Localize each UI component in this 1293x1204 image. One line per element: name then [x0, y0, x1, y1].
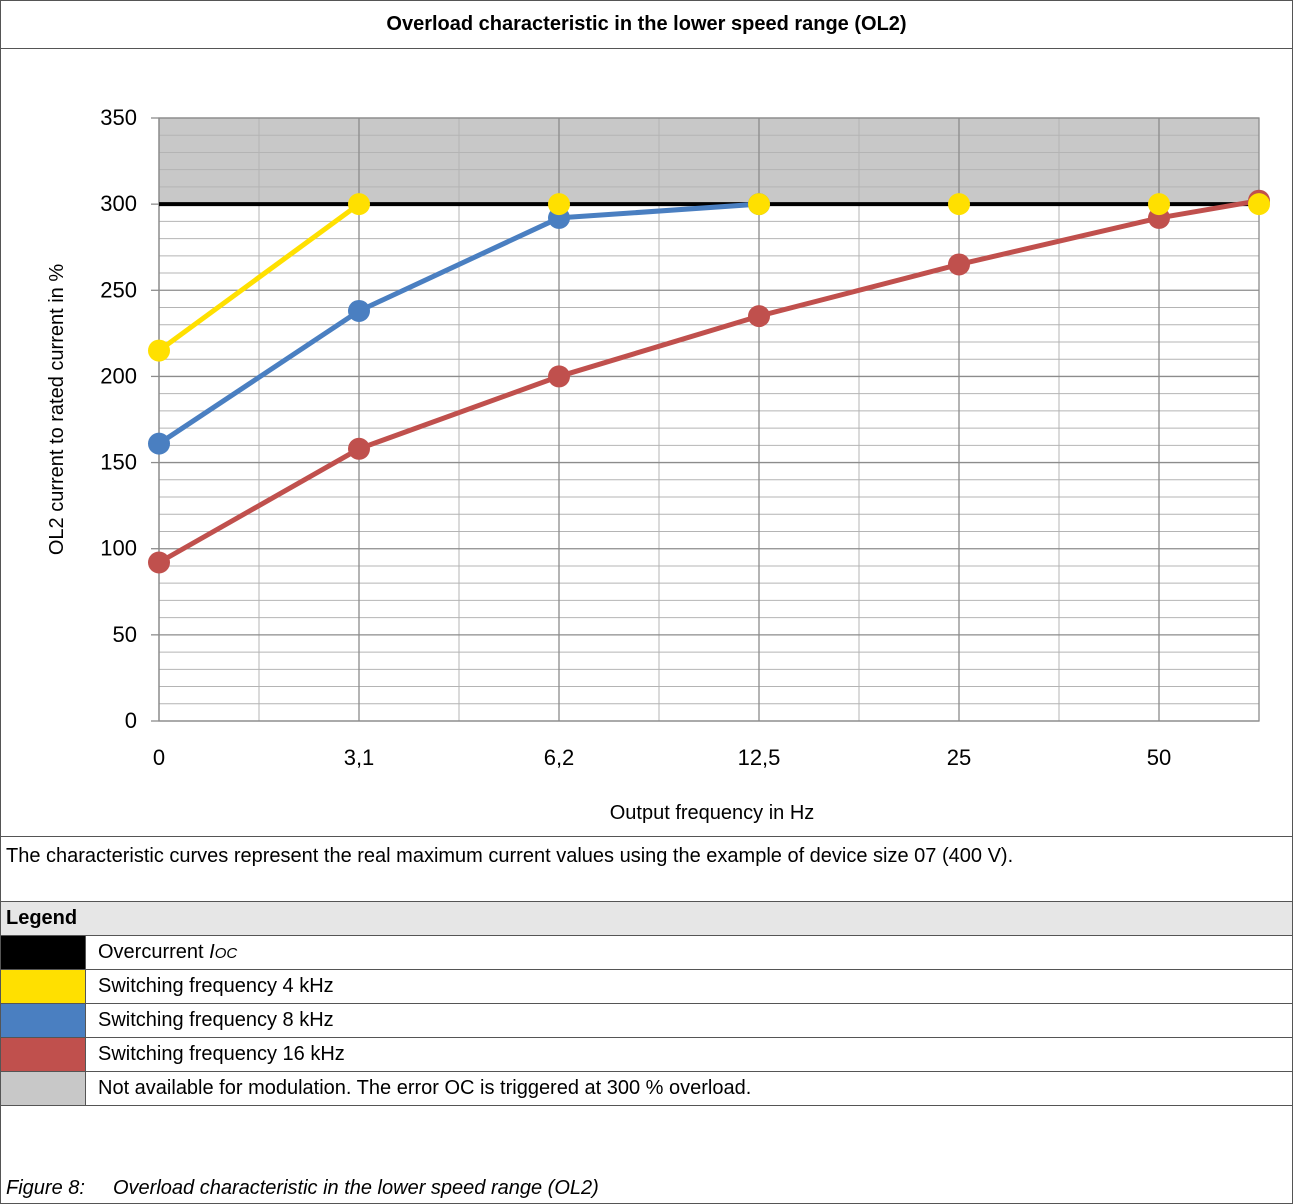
series-8khz-point	[348, 299, 370, 322]
x-tick-label: 0	[153, 745, 165, 770]
legend-heading: Legend	[1, 902, 1292, 936]
series-8khz-point	[148, 432, 170, 455]
plot-border	[158, 117, 1260, 722]
series-4khz-point	[1148, 193, 1170, 216]
overload-chart: 0 50 100 150 200 250 300 350 0 3,1 6,2 12,5 25 50 Outp…	[46, 105, 1270, 824]
x-tick-label: 25	[947, 745, 971, 770]
series-16khz-point	[948, 253, 970, 276]
figure-caption-text: Overload characteristic in the lower spe…	[113, 1177, 599, 1199]
series-4khz-point	[348, 193, 370, 216]
y-tick-label: 100	[100, 536, 137, 561]
x-tick-label: 6,2	[544, 745, 575, 770]
legend-row-not-available: Not available for modulation. The error …	[1, 1072, 1292, 1106]
legend-label-overcurrent-symbol: IOC	[209, 941, 238, 963]
figure-caption: Figure 8: Overload characteristic in the …	[6, 1173, 599, 1203]
figure-number: Figure 8:	[6, 1177, 85, 1199]
x-tick-label: 50	[1147, 745, 1171, 770]
x-tick-label: 3,1	[344, 745, 375, 770]
legend-row-8khz: Switching frequency 8 kHz	[1, 1004, 1292, 1038]
legend-label-not-available: Not available for modulation. The error …	[98, 1077, 752, 1099]
legend-swatch-8khz	[1, 1004, 86, 1037]
series-4khz-line	[157, 202, 361, 353]
y-tick-label: 250	[100, 277, 137, 302]
note-row: The characteristic curves represent the …	[1, 837, 1292, 902]
chart-area: 0 50 100 150 200 250 300 350 0 3,1 6,2 12,5 25 50 Outp…	[1, 49, 1292, 837]
y-tick-label: 200	[100, 363, 137, 388]
y-tick-label: 150	[100, 450, 137, 475]
legend-heading-text: Legend	[6, 907, 78, 929]
not-available-region	[159, 118, 1259, 205]
legend-swatch-16khz	[1, 1038, 86, 1071]
legend-swatch-4khz	[1, 970, 86, 1003]
y-tick-label: 0	[125, 708, 137, 733]
series-4khz-point	[548, 193, 570, 216]
legend-label-16khz: Switching frequency 16 kHz	[98, 1043, 345, 1065]
legend-label-4khz: Switching frequency 4 kHz	[98, 975, 334, 997]
series-16khz-point	[748, 305, 770, 328]
y-tick-label: 350	[100, 105, 137, 130]
y-tick-label: 300	[100, 191, 137, 216]
legend-swatch-not-available	[1, 1072, 86, 1105]
series-16khz-point	[148, 551, 170, 574]
series-4khz-point	[948, 193, 970, 216]
series-16khz-point	[348, 437, 370, 460]
y-axis-label: OL2 current to rated current in %	[46, 264, 68, 555]
chart-title: Overload characteristic in the lower spe…	[1, 1, 1292, 49]
note-text: The characteristic curves represent the …	[6, 845, 1014, 867]
series-16khz-line	[157, 198, 1260, 565]
legend-label-overcurrent: Overcurrent IOC	[98, 941, 238, 963]
legend-row-16khz: Switching frequency 16 kHz	[1, 1038, 1292, 1072]
y-tick-label: 50	[113, 622, 137, 647]
series-4khz-point	[1248, 193, 1270, 216]
legend-row-overcurrent: Overcurrent IOC	[1, 936, 1292, 970]
series-4khz-point	[748, 193, 770, 216]
x-tick-label: 12,5	[738, 745, 781, 770]
series-4khz-point	[148, 339, 170, 362]
legend-row-4khz: Switching frequency 4 kHz	[1, 970, 1292, 1004]
chart-title-text: Overload characteristic in the lower spe…	[386, 13, 907, 35]
legend-swatch-overcurrent	[1, 936, 86, 969]
series-8khz-line	[157, 201, 760, 446]
x-axis-label: Output frequency in Hz	[610, 802, 815, 824]
series-16khz-point	[548, 365, 570, 388]
legend-label-8khz: Switching frequency 8 kHz	[98, 1009, 334, 1031]
